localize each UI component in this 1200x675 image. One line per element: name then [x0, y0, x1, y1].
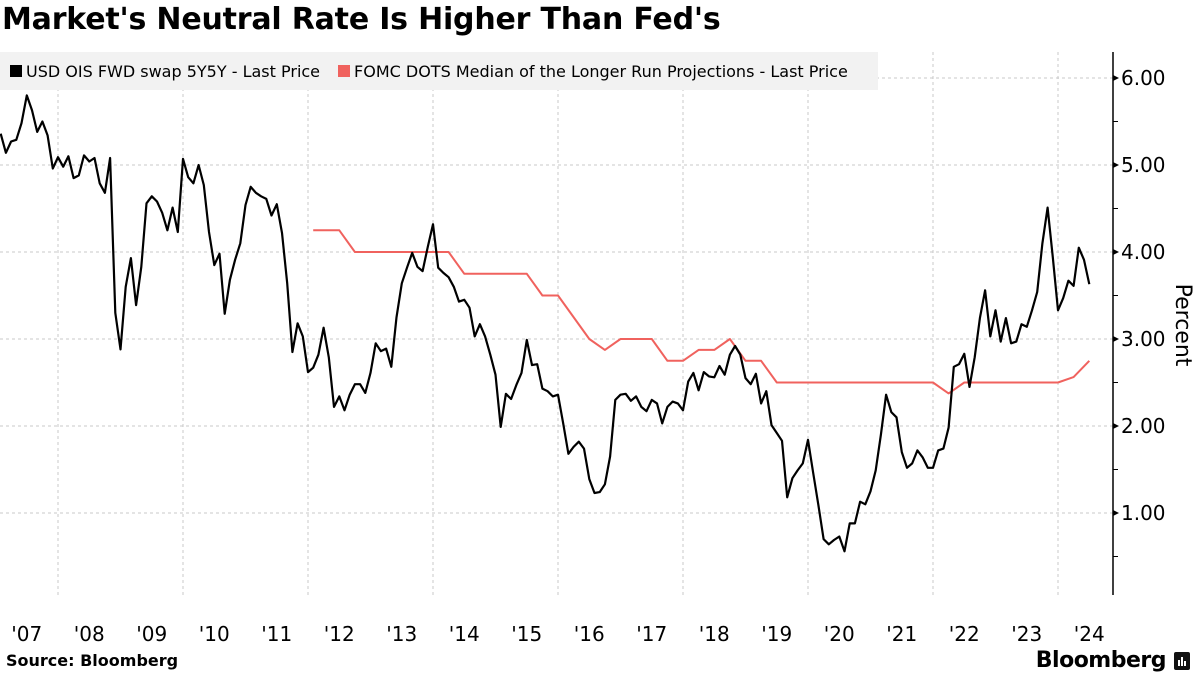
x-tick-label: '08 — [74, 622, 105, 646]
x-tick-label: '22 — [949, 622, 980, 646]
gridlines — [0, 52, 1113, 595]
x-tick-label: '24 — [1074, 622, 1105, 646]
x-tick-label: '17 — [636, 622, 667, 646]
x-tick-label: '16 — [574, 622, 605, 646]
y-tick-label: 5.00 — [1121, 153, 1166, 177]
y-tick-mark — [1113, 336, 1119, 342]
legend-item-ois: USD OIS FWD swap 5Y5Y - Last Price — [10, 62, 320, 81]
x-tick-label: '19 — [761, 622, 792, 646]
bloomberg-logo: Bloomberg — [1036, 648, 1190, 673]
x-axis-ticks: '07 '08 '09 '10 '11 '12 '13 '14 '15 '16 '17 '18 '19 '… — [11, 622, 1104, 646]
x-tick-label: '20 — [824, 622, 855, 646]
y-tick-label: 6.00 — [1121, 66, 1166, 90]
series-line-ois-5y5y — [0, 94, 1091, 553]
y-tick-label: 3.00 — [1121, 327, 1166, 351]
y-tick-mark — [1113, 249, 1119, 255]
legend-swatch-red — [338, 65, 351, 77]
chart-title: Market's Neutral Rate Is Higher Than Fed… — [2, 2, 721, 37]
x-tick-label: '10 — [199, 622, 230, 646]
x-tick-label: '09 — [136, 622, 167, 646]
y-tick-mark — [1113, 162, 1119, 168]
y-tick-label: 2.00 — [1121, 414, 1166, 438]
legend-swatch-black — [10, 65, 22, 77]
legend: USD OIS FWD swap 5Y5Y - Last Price FOMC … — [0, 52, 878, 90]
x-tick-label: '07 — [11, 622, 42, 646]
legend-label: USD OIS FWD swap 5Y5Y - Last Price — [26, 61, 321, 81]
y-axis-ticks: 1.00 2.00 3.00 4.00 5.00 6.00 — [1113, 66, 1166, 557]
legend-item-fomc: FOMC DOTS Median of the Longer Run Proje… — [338, 62, 848, 81]
x-tick-label: '15 — [511, 622, 542, 646]
x-tick-label: '14 — [449, 622, 480, 646]
y-tick-label: 1.00 — [1121, 501, 1166, 525]
series-lines — [0, 94, 1091, 553]
bloomberg-chart-icon — [1174, 651, 1190, 670]
x-tick-label: '12 — [324, 622, 355, 646]
y-axis-label: Percent — [1170, 284, 1195, 367]
y-tick-mark — [1113, 510, 1119, 516]
x-tick-label: '21 — [886, 622, 917, 646]
x-tick-label: '18 — [699, 622, 730, 646]
y-tick-mark — [1113, 75, 1119, 81]
series-line-fomc-dots — [313, 229, 1091, 395]
logo-text: Bloomberg — [1035, 648, 1167, 673]
source-note: Source: Bloomberg — [6, 651, 179, 670]
x-tick-label: '11 — [261, 622, 292, 646]
x-tick-label: '23 — [1011, 622, 1042, 646]
legend-label: FOMC DOTS Median of the Longer Run Proje… — [354, 61, 848, 81]
y-tick-mark — [1113, 423, 1119, 429]
y-tick-label: 4.00 — [1121, 240, 1166, 264]
x-tick-label: '13 — [386, 622, 417, 646]
